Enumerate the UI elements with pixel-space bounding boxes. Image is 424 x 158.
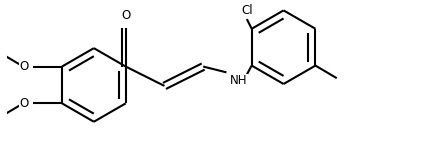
Text: O: O — [20, 60, 29, 73]
Text: Cl: Cl — [241, 4, 253, 17]
Text: O: O — [20, 97, 29, 110]
Text: NH: NH — [230, 74, 248, 87]
Text: O: O — [121, 9, 130, 22]
